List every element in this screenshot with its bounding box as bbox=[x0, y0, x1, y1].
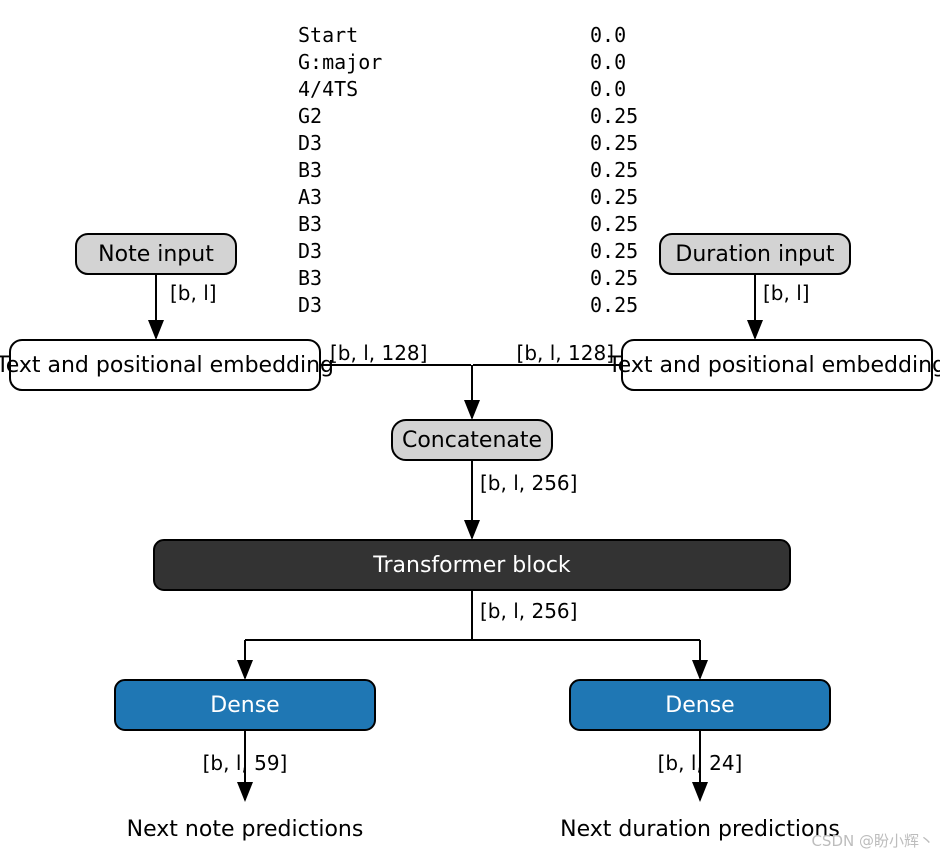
dim-dur-in: [b, l] bbox=[763, 281, 810, 305]
duration_input-label: Duration input bbox=[675, 242, 835, 267]
seq-duration: 0.25 bbox=[590, 158, 638, 182]
output-dur-label: Next duration predictions bbox=[560, 817, 840, 842]
dense_right-label: Dense bbox=[665, 693, 734, 718]
note-sequence-column: Start G:major 4/4TS G2 D3 B3 A3 B3 D3 B3 D3 bbox=[298, 23, 382, 317]
output-note-label: Next note predictions bbox=[127, 817, 364, 842]
seq-note: D3 bbox=[298, 293, 322, 317]
seq-duration: 0.25 bbox=[590, 212, 638, 236]
seq-duration: 0.0 bbox=[590, 50, 626, 74]
dim-embed-right: [b, l, 128] bbox=[517, 341, 614, 365]
note_input-label: Note input bbox=[98, 242, 214, 267]
seq-note: B3 bbox=[298, 212, 322, 236]
seq-duration: 0.0 bbox=[590, 23, 626, 47]
seq-duration: 0.25 bbox=[590, 266, 638, 290]
seq-duration: 0.25 bbox=[590, 293, 638, 317]
seq-note: G:major bbox=[298, 50, 382, 74]
dim-transformer-out: [b, l, 256] bbox=[480, 599, 577, 623]
transformer-label: Transformer block bbox=[372, 553, 571, 578]
seq-duration: 0.25 bbox=[590, 239, 638, 263]
architecture-diagram: StartG:major4/4TSG2D3B3A3B3D3B3D3 0.00.0… bbox=[0, 0, 940, 852]
dim-concat-out: [b, l, 256] bbox=[480, 471, 577, 495]
duration-sequence-column: 0.0 0.0 0.0 0.25 0.25 0.25 0.25 0.25 0.25 0.25 0.2… bbox=[590, 23, 638, 317]
seq-duration: 0.25 bbox=[590, 104, 638, 128]
embed_left-label: Text and positional embedding bbox=[0, 353, 334, 378]
seq-note: B3 bbox=[298, 158, 322, 182]
seq-note: Start bbox=[298, 23, 358, 47]
watermark: CSDN @盼小辉丶 bbox=[811, 832, 934, 850]
seq-note: D3 bbox=[298, 239, 322, 263]
seq-note: B3 bbox=[298, 266, 322, 290]
seq-duration: 0.25 bbox=[590, 185, 638, 209]
dim-embed-left: [b, l, 128] bbox=[330, 341, 427, 365]
seq-duration: 0.25 bbox=[590, 131, 638, 155]
seq-note: D3 bbox=[298, 131, 322, 155]
embed_right-label: Text and positional embedding bbox=[607, 353, 940, 378]
dense_left-label: Dense bbox=[210, 693, 279, 718]
seq-duration: 0.0 bbox=[590, 77, 626, 101]
concatenate-label: Concatenate bbox=[402, 428, 542, 453]
dim-note-in: [b, l] bbox=[170, 281, 217, 305]
seq-note: G2 bbox=[298, 104, 322, 128]
seq-note: 4/4TS bbox=[298, 77, 358, 101]
seq-note: A3 bbox=[298, 185, 322, 209]
